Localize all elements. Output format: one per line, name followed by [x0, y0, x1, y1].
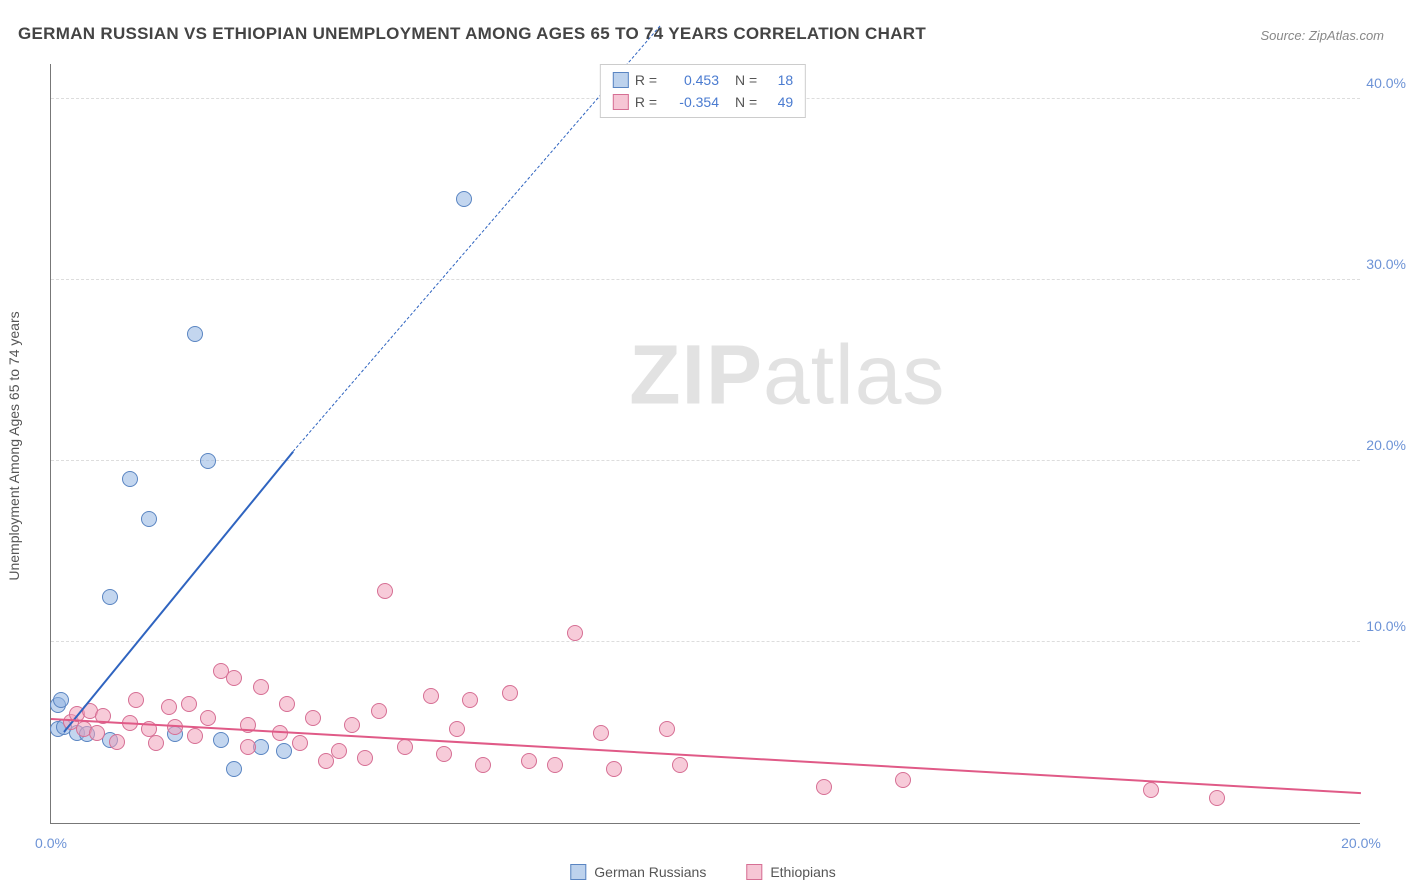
data-point	[226, 761, 242, 777]
data-point	[436, 746, 452, 762]
gridline	[51, 279, 1360, 280]
data-point	[148, 735, 164, 751]
r-value: -0.354	[663, 91, 719, 113]
data-point	[344, 717, 360, 733]
x-tick-label: 20.0%	[1341, 835, 1381, 851]
data-point	[279, 696, 295, 712]
data-point	[423, 688, 439, 704]
legend-item: Ethiopians	[746, 864, 835, 880]
y-tick-label: 30.0%	[1366, 256, 1406, 272]
data-point	[128, 692, 144, 708]
x-tick-label: 0.0%	[35, 835, 67, 851]
data-point	[502, 685, 518, 701]
stats-legend-row: R = -0.354 N = 49	[613, 91, 793, 113]
data-point	[305, 710, 321, 726]
data-point	[593, 725, 609, 741]
data-point	[187, 326, 203, 342]
y-tick-label: 20.0%	[1366, 437, 1406, 453]
data-point	[1143, 782, 1159, 798]
data-point	[895, 772, 911, 788]
data-point	[377, 583, 393, 599]
data-point	[475, 757, 491, 773]
legend-item: German Russians	[570, 864, 706, 880]
data-point	[449, 721, 465, 737]
data-point	[371, 703, 387, 719]
legend-swatch	[746, 864, 762, 880]
data-point	[89, 725, 105, 741]
data-point	[181, 696, 197, 712]
y-tick-label: 40.0%	[1366, 75, 1406, 91]
data-point	[521, 753, 537, 769]
data-point	[659, 721, 675, 737]
source-attribution: Source: ZipAtlas.com	[1260, 28, 1384, 43]
data-point	[547, 757, 563, 773]
data-point	[462, 692, 478, 708]
legend-swatch	[570, 864, 586, 880]
data-point	[213, 732, 229, 748]
legend-swatch	[613, 94, 629, 110]
n-label: N =	[735, 69, 757, 91]
y-axis-label: Unemployment Among Ages 65 to 74 years	[6, 311, 22, 580]
data-point	[606, 761, 622, 777]
r-value: 0.453	[663, 69, 719, 91]
trend-line	[51, 718, 1361, 794]
data-point	[141, 511, 157, 527]
chart-title: GERMAN RUSSIAN VS ETHIOPIAN UNEMPLOYMENT…	[18, 24, 926, 44]
data-point	[292, 735, 308, 751]
data-point	[122, 471, 138, 487]
data-point	[318, 753, 334, 769]
n-label: N =	[735, 91, 757, 113]
stats-legend: R = 0.453 N = 18 R = -0.354 N = 49	[600, 64, 806, 118]
data-point	[240, 739, 256, 755]
data-point	[102, 589, 118, 605]
data-point	[187, 728, 203, 744]
data-point	[567, 625, 583, 641]
data-point	[253, 679, 269, 695]
data-point	[276, 743, 292, 759]
legend-swatch	[613, 72, 629, 88]
legend-label: Ethiopians	[770, 864, 835, 880]
n-value: 18	[763, 69, 793, 91]
data-point	[53, 692, 69, 708]
data-point	[200, 453, 216, 469]
data-point	[816, 779, 832, 795]
y-tick-label: 10.0%	[1366, 618, 1406, 634]
data-point	[331, 743, 347, 759]
stats-legend-row: R = 0.453 N = 18	[613, 69, 793, 91]
data-point	[161, 699, 177, 715]
data-point	[456, 191, 472, 207]
data-point	[200, 710, 216, 726]
r-label: R =	[635, 91, 657, 113]
data-point	[1209, 790, 1225, 806]
legend-label: German Russians	[594, 864, 706, 880]
gridline	[51, 460, 1360, 461]
gridline	[51, 641, 1360, 642]
r-label: R =	[635, 69, 657, 91]
data-point	[672, 757, 688, 773]
data-point	[109, 734, 125, 750]
n-value: 49	[763, 91, 793, 113]
plot-area: 10.0%20.0%30.0%40.0%0.0%20.0%	[50, 64, 1360, 824]
data-point	[357, 750, 373, 766]
data-point	[397, 739, 413, 755]
series-legend: German Russians Ethiopians	[570, 864, 835, 880]
data-point	[226, 670, 242, 686]
